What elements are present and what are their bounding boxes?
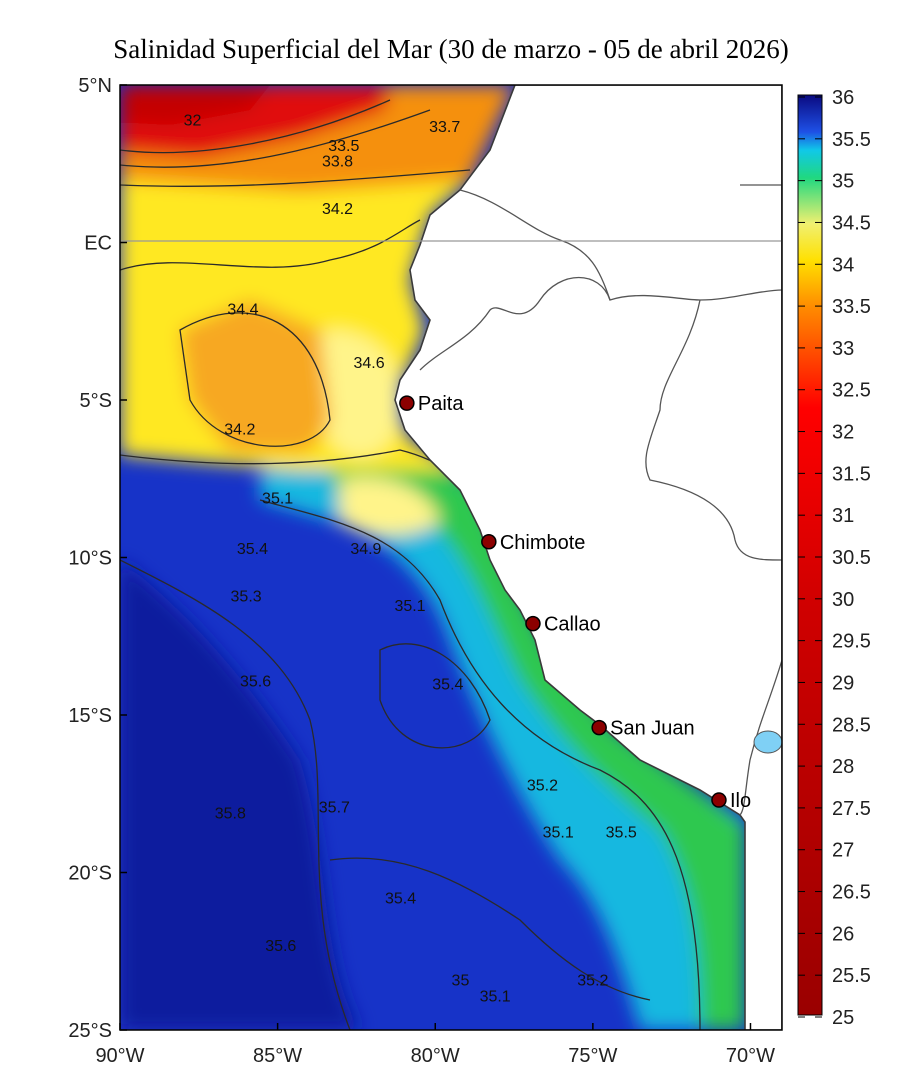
colorbar-tick-label: 27.5 — [832, 798, 871, 820]
contour-labels: 32 33.7 33.533.8 34.2 34.4 34.6 34.2 35.1 35.4 34… — [184, 113, 637, 1006]
city-label: San Juan — [610, 718, 695, 740]
contour-label: 35.1 — [543, 825, 574, 842]
colorbar-tick-label: 30.5 — [832, 547, 871, 569]
contour-label: 34.2 — [224, 421, 255, 438]
lake-titicaca — [753, 730, 782, 754]
colorbar-tick-label: 29.5 — [832, 631, 871, 653]
contour-label: 35.1 — [394, 598, 425, 615]
colorbar-tick-label: 34.5 — [832, 212, 871, 234]
contour-label: 35.3 — [231, 588, 262, 605]
contour-label: 34.6 — [353, 355, 384, 372]
city-marker — [711, 792, 727, 808]
contour-label: 35.4 — [385, 891, 416, 908]
city-label: Ilo — [730, 790, 751, 812]
contour-label: 35.1 — [262, 491, 293, 508]
colorbar-tick-label: 31 — [832, 505, 854, 527]
colorbar-tick-label: 35.5 — [832, 129, 871, 151]
y-tick-label: 20°S — [68, 863, 112, 885]
colorbar-tick-label: 26 — [832, 923, 854, 945]
contour-label: 35.8 — [215, 806, 246, 823]
colorbar-tick-label: 29 — [832, 672, 854, 694]
x-tick-label: 80°W — [411, 1045, 460, 1067]
city-marker — [481, 534, 497, 550]
x-tick-label: 70°W — [726, 1045, 775, 1067]
colorbar-tick-label: 32 — [832, 422, 854, 444]
colorbar: 36 35.5 35 34.5 34 33.5 33 32.5 32 31.5 31 30.5 30 29… — [797, 87, 871, 1029]
colorbar-tick-label: 25 — [832, 1007, 854, 1029]
colorbar-tick-label: 27 — [832, 840, 854, 862]
salinity-field: 32 33.7 33.533.8 34.2 34.4 34.6 34.2 35.1 35.4 34… — [120, 85, 782, 1030]
colorbar-tick-label: 25.5 — [832, 965, 871, 987]
city-label: Chimbote — [500, 532, 586, 554]
contour-label: 35.1 — [480, 988, 511, 1005]
contour-label: 35.6 — [240, 673, 271, 690]
contour-label: 35.2 — [527, 777, 558, 794]
contour-label: 33.8 — [322, 154, 353, 171]
contour-label: 34.4 — [227, 302, 258, 319]
contour-label: 32 — [184, 113, 202, 130]
colorbar-tick-label: 31.5 — [832, 463, 871, 485]
colorbar-ticks: 36 35.5 35 34.5 34 33.5 33 32.5 32 31.5 31 30.5 30 29… — [798, 87, 871, 1029]
city-marker — [525, 615, 541, 632]
x-tick-label: 85°W — [253, 1045, 302, 1067]
y-tick-label: EC — [84, 233, 112, 255]
colorbar-gradient — [797, 94, 823, 1016]
x-axis: 90°W 85°W 80°W 75°W 70°W — [95, 1023, 775, 1067]
colorbar-tick-label: 26.5 — [832, 882, 871, 904]
y-tick-label: 10°S — [68, 548, 112, 570]
colorbar-tick-label: 34 — [832, 254, 854, 276]
city-marker — [399, 395, 415, 411]
city-label: Paita — [418, 393, 464, 415]
contour-label: 35.7 — [319, 799, 350, 816]
colorbar-tick-label: 28 — [832, 756, 854, 778]
colorbar-tick-label: 28.5 — [832, 714, 871, 736]
country-borders — [419, 184, 782, 816]
y-axis: 5°N EC 5°S 10°S 15°S 20°S 25°S — [68, 75, 127, 1042]
y-tick-label: 5°S — [80, 390, 112, 412]
x-tick-label: 90°W — [95, 1045, 144, 1067]
colorbar-tick-label: 33 — [832, 338, 854, 360]
colorbar-tick-label: 32.5 — [832, 380, 871, 402]
y-tick-label: 15°S — [68, 705, 112, 727]
contour-label: 35.5 — [606, 825, 637, 842]
contour-label: 35.4 — [432, 677, 463, 694]
contour-label: 33.7 — [429, 119, 460, 136]
contour-label: 33.5 — [328, 138, 359, 155]
colorbar-tick-label: 36 — [832, 87, 854, 109]
y-tick-label: 5°N — [78, 75, 112, 97]
colorbar-tick-label: 33.5 — [832, 296, 871, 318]
contour-label: 34.9 — [350, 541, 381, 558]
colorbar-tick-label: 35 — [832, 171, 854, 193]
colorbar-tick-label: 30 — [832, 589, 854, 611]
contour-label: 35.2 — [577, 973, 608, 990]
contour-label: 35.4 — [237, 541, 268, 558]
city-marker — [591, 719, 607, 736]
figure-title: Salinidad Superficial del Mar (30 de mar… — [113, 34, 789, 64]
contour-label: 35.6 — [265, 938, 296, 955]
contour-label: 34.2 — [322, 201, 353, 218]
x-tick-label: 75°W — [568, 1045, 617, 1067]
y-tick-label: 25°S — [68, 1020, 112, 1042]
contour-label: 35 — [452, 973, 470, 990]
cities: Paita Chimbote Callao San Juan Ilo — [399, 393, 751, 812]
city-label: Callao — [544, 614, 601, 636]
